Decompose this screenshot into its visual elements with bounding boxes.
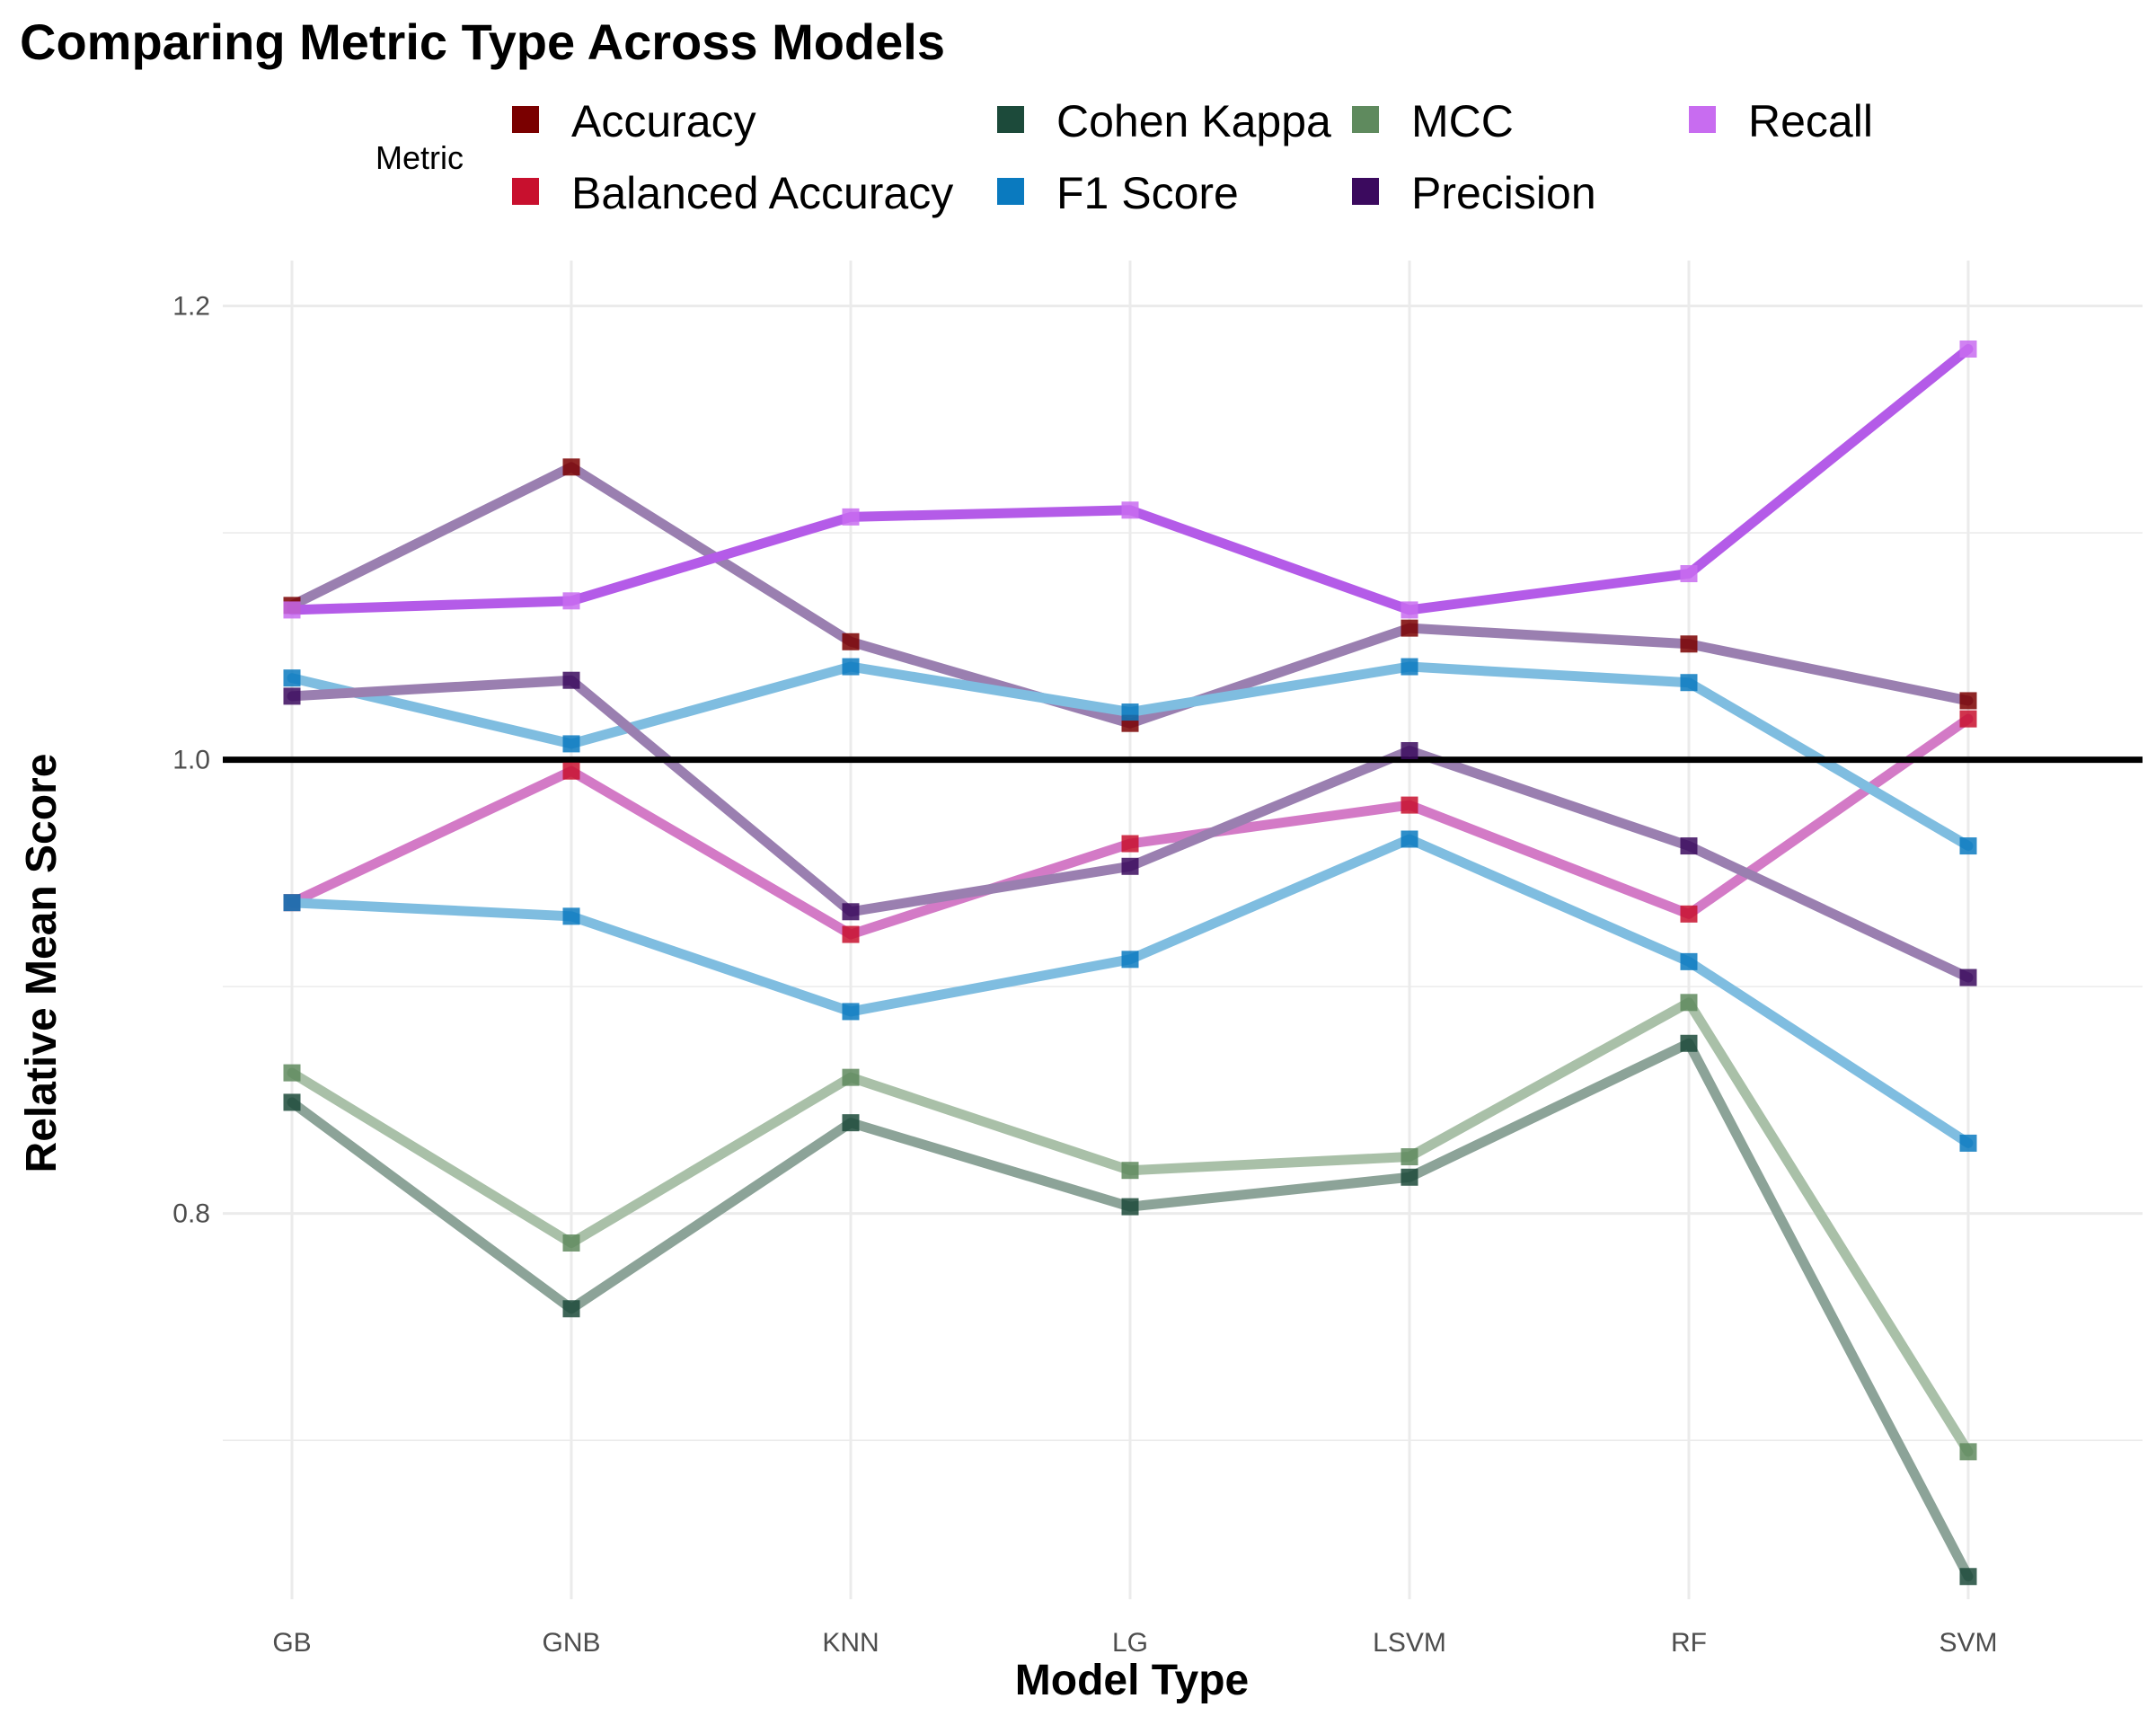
x-tick-label: GNB — [542, 1628, 600, 1658]
legend-key — [1689, 106, 1716, 133]
legend-label: Balanced Accuracy — [571, 168, 953, 218]
legend-title: Metric — [376, 139, 464, 176]
x-tick-label: LSVM — [1373, 1628, 1446, 1658]
data-point — [1401, 1148, 1418, 1166]
data-point — [1959, 340, 1977, 358]
data-point — [562, 1234, 580, 1252]
data-point — [842, 1003, 860, 1021]
data-point — [1121, 951, 1139, 969]
plot-points — [283, 340, 1977, 1586]
data-point — [1121, 1198, 1139, 1216]
data-point — [1121, 703, 1139, 721]
data-point — [842, 903, 860, 921]
data-point — [283, 1093, 301, 1111]
data-point — [1680, 635, 1698, 653]
y-tick-label: 1.0 — [172, 746, 210, 775]
legend-key — [1352, 178, 1379, 205]
data-point — [283, 669, 301, 687]
legend-key — [512, 106, 539, 133]
y-axis-title: Relative Mean Score — [18, 754, 66, 1173]
data-point — [842, 508, 860, 526]
data-point — [562, 671, 580, 689]
data-point — [562, 458, 580, 476]
data-point — [842, 1068, 860, 1086]
x-tick-label: KNN — [822, 1628, 879, 1658]
x-tick-label: RF — [1671, 1628, 1707, 1658]
data-point — [1959, 1134, 1977, 1152]
data-point — [562, 1300, 580, 1318]
data-point — [842, 632, 860, 650]
data-point — [1959, 710, 1977, 728]
data-point — [1680, 837, 1698, 855]
legend-label: F1 Score — [1056, 168, 1239, 218]
x-axis: GB GNB KNN LG LSVM RF SVM — [272, 1628, 1997, 1658]
data-point — [562, 907, 580, 925]
legend-label: Recall — [1748, 96, 1873, 146]
legend-key — [997, 178, 1024, 205]
grid — [223, 261, 2143, 1599]
data-point — [1401, 796, 1418, 814]
data-point — [1680, 905, 1698, 923]
legend-label: Cohen Kappa — [1056, 96, 1331, 146]
data-point — [1401, 830, 1418, 848]
data-point — [1680, 674, 1698, 692]
data-point — [1121, 1162, 1139, 1180]
data-point — [1401, 601, 1418, 619]
x-tick-label: GB — [272, 1628, 311, 1658]
data-point — [1401, 1168, 1418, 1186]
legend-label: Precision — [1411, 168, 1596, 218]
data-point — [283, 687, 301, 705]
data-point — [283, 601, 301, 619]
data-point — [1401, 741, 1418, 759]
y-tick-label: 0.8 — [172, 1199, 210, 1229]
data-point — [1680, 952, 1698, 970]
y-axis: 0.8 1.0 1.2 — [172, 292, 210, 1229]
data-point — [1959, 1443, 1977, 1461]
legend-key — [512, 178, 539, 205]
data-point — [1401, 619, 1418, 637]
legend-key — [997, 106, 1024, 133]
x-tick-label: SVM — [1939, 1628, 1997, 1658]
data-point — [1959, 969, 1977, 986]
data-point — [1959, 1568, 1977, 1586]
data-point — [1680, 994, 1698, 1012]
data-point — [283, 1064, 301, 1082]
data-point — [1121, 857, 1139, 875]
data-point — [1680, 1034, 1698, 1052]
data-point — [842, 658, 860, 676]
legend: Metric Accuracy Balanced Accuracy Cohen Ka… — [376, 96, 1873, 218]
data-point — [283, 894, 301, 912]
data-point — [1680, 565, 1698, 583]
data-point — [562, 762, 580, 780]
legend-key — [1352, 106, 1379, 133]
data-point — [562, 592, 580, 610]
x-tick-label: LG — [1112, 1628, 1148, 1658]
data-point — [1401, 658, 1418, 676]
chart-title: Comparing Metric Type Across Models — [20, 13, 945, 70]
data-point — [842, 1114, 860, 1132]
x-axis-title: Model Type — [1015, 1657, 1249, 1704]
data-point — [842, 925, 860, 943]
data-point — [562, 735, 580, 753]
data-point — [1959, 837, 1977, 855]
data-point — [1121, 835, 1139, 853]
legend-label: MCC — [1411, 96, 1514, 146]
data-point — [1959, 692, 1977, 710]
legend-label: Accuracy — [571, 96, 756, 146]
data-point — [1121, 501, 1139, 519]
y-tick-label: 1.2 — [172, 292, 210, 322]
